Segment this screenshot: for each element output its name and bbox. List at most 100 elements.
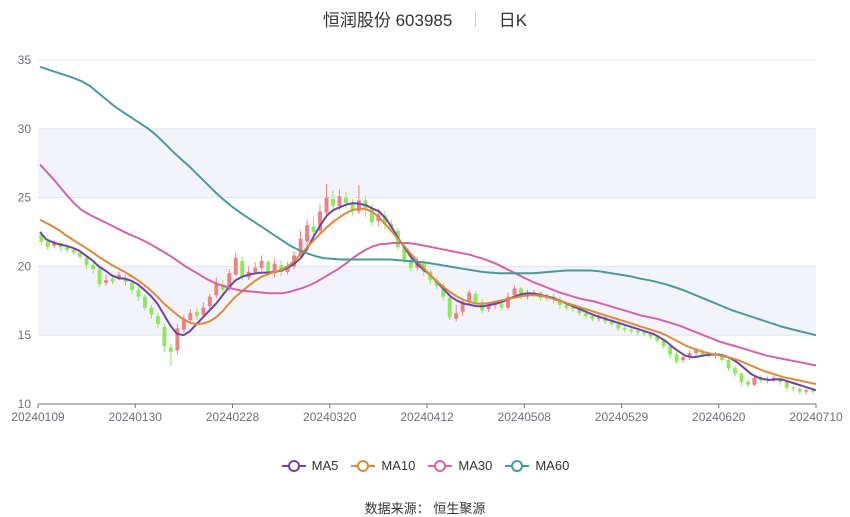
y-tick-label: 35	[18, 53, 32, 67]
legend-label: MA5	[311, 458, 339, 473]
candle-body	[804, 390, 809, 392]
candle-body	[155, 315, 160, 325]
candle-body	[655, 336, 660, 341]
series-line-ma10	[39, 207, 817, 385]
candle-body	[207, 296, 212, 307]
grid-band	[38, 266, 816, 336]
legend-marker	[505, 459, 530, 472]
x-tick-label: 20240508	[498, 410, 552, 424]
period-label: 日K	[498, 11, 528, 30]
candle-body	[272, 263, 277, 274]
candle-body	[162, 326, 167, 347]
candle-body	[344, 197, 348, 204]
candle-body	[583, 313, 588, 316]
candle-body	[382, 215, 387, 224]
y-tick-label: 10	[18, 397, 32, 411]
candle-body	[519, 288, 523, 296]
candle-body	[369, 208, 374, 223]
candle-body	[175, 328, 180, 351]
candle-body	[39, 234, 44, 242]
candle-body	[181, 318, 186, 330]
candle-body	[577, 309, 582, 314]
candle-body	[784, 381, 789, 388]
y-tick-label: 30	[18, 122, 32, 136]
candle-body	[681, 357, 686, 360]
candle-body	[557, 299, 562, 305]
candle-body	[78, 252, 83, 257]
candle-body	[616, 324, 621, 329]
data-source: 数据来源： 恒生聚源	[0, 498, 850, 517]
legend-item-ma30[interactable]: MA30	[427, 458, 492, 473]
legend-item-ma5[interactable]: MA5	[281, 458, 339, 473]
candle-body	[136, 289, 141, 297]
y-tick-label: 25	[18, 191, 32, 205]
legend-marker	[281, 459, 306, 472]
x-tick-label: 20240130	[109, 410, 163, 424]
candle-body	[447, 298, 452, 318]
candle-body	[467, 292, 472, 303]
title-divider	[475, 10, 477, 27]
candle-body	[441, 285, 446, 297]
candle-body	[512, 288, 517, 296]
x-tick-label: 20240412	[400, 410, 454, 424]
legend-item-ma10[interactable]: MA10	[350, 458, 415, 473]
candle-body	[130, 282, 134, 290]
candle-body	[661, 340, 666, 347]
legend-marker	[351, 459, 376, 472]
candle-body	[486, 304, 491, 310]
candle-body	[674, 354, 679, 362]
candle-body	[318, 211, 322, 231]
candle-body	[739, 373, 744, 382]
candle-body	[84, 258, 89, 266]
candle-body	[324, 197, 329, 213]
source-name: 恒生聚源	[433, 501, 486, 516]
y-tick-label: 20	[18, 259, 32, 273]
background-bands	[38, 128, 816, 336]
candle-body	[473, 293, 478, 303]
x-axis: 20240109 20240130 20240228 20240320 20240412…	[11, 404, 843, 424]
y-axis: 10 15 20 25 30 35	[18, 53, 32, 411]
chart-title-row: 恒润股份 603985 日K	[0, 6, 850, 30]
candle-body	[71, 249, 76, 253]
x-tick-label: 20240620	[692, 410, 746, 424]
candle-body	[635, 331, 640, 333]
x-tick-label: 20240529	[595, 410, 649, 424]
candle-body	[104, 280, 109, 283]
candle-body	[570, 307, 575, 310]
candle-body	[356, 200, 361, 212]
candle-body	[506, 296, 510, 308]
legend-item-ma60[interactable]: MA60	[504, 458, 569, 473]
candle-body	[454, 313, 459, 319]
candle-body	[622, 328, 627, 330]
candle-body	[305, 225, 310, 242]
candle-body	[168, 347, 173, 352]
candle-body	[402, 247, 407, 260]
legend-marker	[428, 459, 453, 472]
candle-body	[668, 346, 673, 355]
candle-body	[700, 351, 705, 355]
candle-body	[499, 303, 504, 308]
candle-body	[285, 266, 290, 272]
y-tick-label: 15	[18, 328, 32, 342]
gridlines	[38, 59, 816, 405]
candle-body	[65, 247, 70, 250]
candle-body	[240, 260, 245, 278]
series-line-ma60	[39, 65, 817, 337]
candle-body	[609, 321, 614, 325]
candle-body	[791, 387, 796, 389]
candle-body	[110, 278, 115, 282]
candle-body	[253, 267, 258, 272]
candle-body	[408, 260, 413, 268]
legend: MA5 MA10 MA30 MA60	[0, 458, 850, 476]
candle-body	[648, 333, 653, 337]
candle-body	[279, 265, 284, 272]
candle-body	[337, 196, 342, 206]
candle-body	[227, 273, 232, 289]
chart-title: 恒润股份 603985	[322, 11, 453, 30]
x-tick-label: 20240109	[11, 410, 65, 424]
candle-body	[266, 262, 271, 274]
candle-body	[311, 226, 316, 232]
candle-body	[752, 377, 757, 385]
candle-body	[726, 359, 731, 369]
